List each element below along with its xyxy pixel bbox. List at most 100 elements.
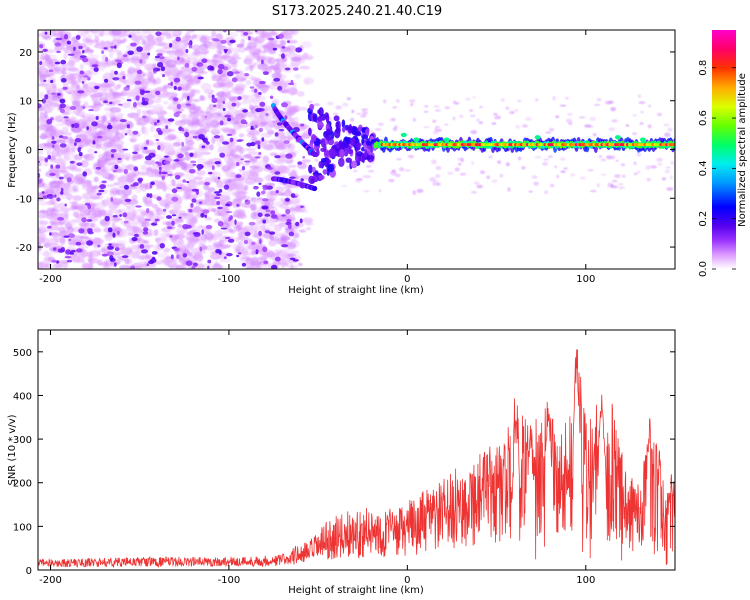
noise-speck bbox=[250, 141, 256, 147]
noise-blob bbox=[105, 165, 112, 173]
noise-blob bbox=[63, 175, 69, 179]
noise-blob bbox=[472, 96, 476, 99]
noise-speck bbox=[158, 166, 162, 171]
noise-speck bbox=[287, 223, 292, 229]
noise-blob bbox=[199, 110, 205, 118]
noise-speck bbox=[201, 229, 204, 235]
noise-blob bbox=[175, 218, 184, 223]
noise-speck bbox=[233, 71, 240, 74]
noise-speck bbox=[186, 224, 192, 229]
noise-speck bbox=[155, 55, 161, 59]
noise-blob bbox=[618, 186, 625, 190]
snr-series-line bbox=[38, 349, 675, 569]
noise-blob bbox=[633, 172, 638, 176]
noise-blob bbox=[239, 73, 245, 79]
noise-blob bbox=[95, 169, 102, 175]
noise-speck bbox=[57, 93, 61, 96]
noise-blob bbox=[111, 39, 122, 47]
noise-blob bbox=[284, 262, 289, 267]
noise-blob bbox=[98, 210, 102, 219]
noise-blob bbox=[341, 184, 347, 188]
noise-speck bbox=[205, 141, 210, 145]
noise-blob bbox=[54, 123, 64, 127]
noise-blob bbox=[289, 207, 297, 211]
noise-speck bbox=[185, 48, 189, 54]
noise-speck bbox=[173, 159, 180, 162]
noise-blob bbox=[203, 122, 211, 131]
noise-speck bbox=[57, 217, 65, 221]
noise-speck bbox=[95, 116, 99, 120]
noise-blob bbox=[225, 171, 233, 178]
noise-blob bbox=[545, 131, 551, 134]
noise-blob bbox=[256, 197, 264, 201]
noise-speck bbox=[254, 124, 258, 129]
noise-speck bbox=[102, 253, 108, 257]
noise-blob bbox=[89, 94, 98, 98]
noise-blob bbox=[182, 74, 194, 82]
noise-blob bbox=[471, 161, 475, 165]
noise-speck bbox=[224, 114, 232, 118]
noise-speck bbox=[73, 122, 80, 129]
noise-blob bbox=[399, 167, 405, 172]
noise-speck bbox=[38, 178, 43, 184]
noise-speck bbox=[229, 215, 233, 220]
noise-blob bbox=[147, 213, 153, 220]
noise-blob bbox=[299, 65, 311, 70]
noise-speck bbox=[176, 254, 180, 259]
noise-blob bbox=[126, 210, 133, 218]
noise-blob bbox=[238, 146, 245, 155]
noise-blob bbox=[138, 171, 149, 176]
noise-blob bbox=[62, 158, 72, 162]
noise-speck bbox=[222, 100, 226, 105]
spectrogram-x-label: Height of straight line (km) bbox=[288, 285, 424, 296]
noise-speck bbox=[96, 192, 102, 196]
noise-blob bbox=[144, 265, 157, 269]
noise-blob bbox=[111, 251, 123, 255]
noise-blob bbox=[596, 183, 600, 188]
noise-blob bbox=[390, 171, 397, 176]
noise-speck bbox=[163, 155, 170, 158]
noise-blob bbox=[98, 153, 107, 161]
transition-region bbox=[307, 103, 379, 185]
noise-blob bbox=[58, 202, 66, 209]
transition-blob bbox=[308, 164, 313, 174]
noise-blob bbox=[433, 182, 440, 186]
y-tick-label: 0 bbox=[26, 566, 32, 577]
noise-blob bbox=[395, 99, 400, 103]
noise-speck bbox=[267, 166, 273, 170]
noise-speck bbox=[225, 253, 233, 257]
noise-blob bbox=[177, 224, 183, 228]
transition-blob bbox=[343, 142, 349, 148]
noise-blob bbox=[100, 173, 111, 178]
noise-blob bbox=[500, 98, 505, 102]
noise-speck bbox=[101, 50, 104, 54]
transition-blob bbox=[365, 140, 371, 146]
noise-blob bbox=[145, 71, 150, 78]
noise-speck bbox=[258, 230, 262, 236]
noise-blob bbox=[606, 155, 613, 160]
noise-blob bbox=[165, 33, 172, 40]
noise-speck bbox=[107, 227, 113, 233]
noise-blob bbox=[151, 203, 159, 209]
track-bump bbox=[639, 137, 646, 142]
noise-speck bbox=[108, 243, 112, 246]
noise-speck bbox=[275, 190, 279, 194]
noise-blob bbox=[664, 132, 671, 137]
noise-blob bbox=[223, 93, 229, 98]
noise-blob bbox=[155, 77, 162, 85]
noise-blob bbox=[167, 133, 177, 140]
noise-speck bbox=[71, 123, 75, 128]
noise-blob bbox=[93, 227, 102, 233]
transition-blob bbox=[317, 121, 324, 129]
noise-blob bbox=[611, 119, 618, 123]
noise-blob bbox=[121, 153, 132, 159]
noise-blob bbox=[193, 176, 204, 180]
noise-blob bbox=[470, 130, 478, 135]
spectrogram-y-axis: -20 -10 0 10 20 bbox=[16, 48, 675, 254]
noise-blob bbox=[209, 116, 221, 122]
noise-blob bbox=[82, 83, 89, 90]
transition-blob bbox=[323, 143, 327, 152]
noise-speck bbox=[39, 61, 43, 65]
noise-blob bbox=[256, 265, 261, 269]
noise-blob bbox=[304, 221, 314, 226]
